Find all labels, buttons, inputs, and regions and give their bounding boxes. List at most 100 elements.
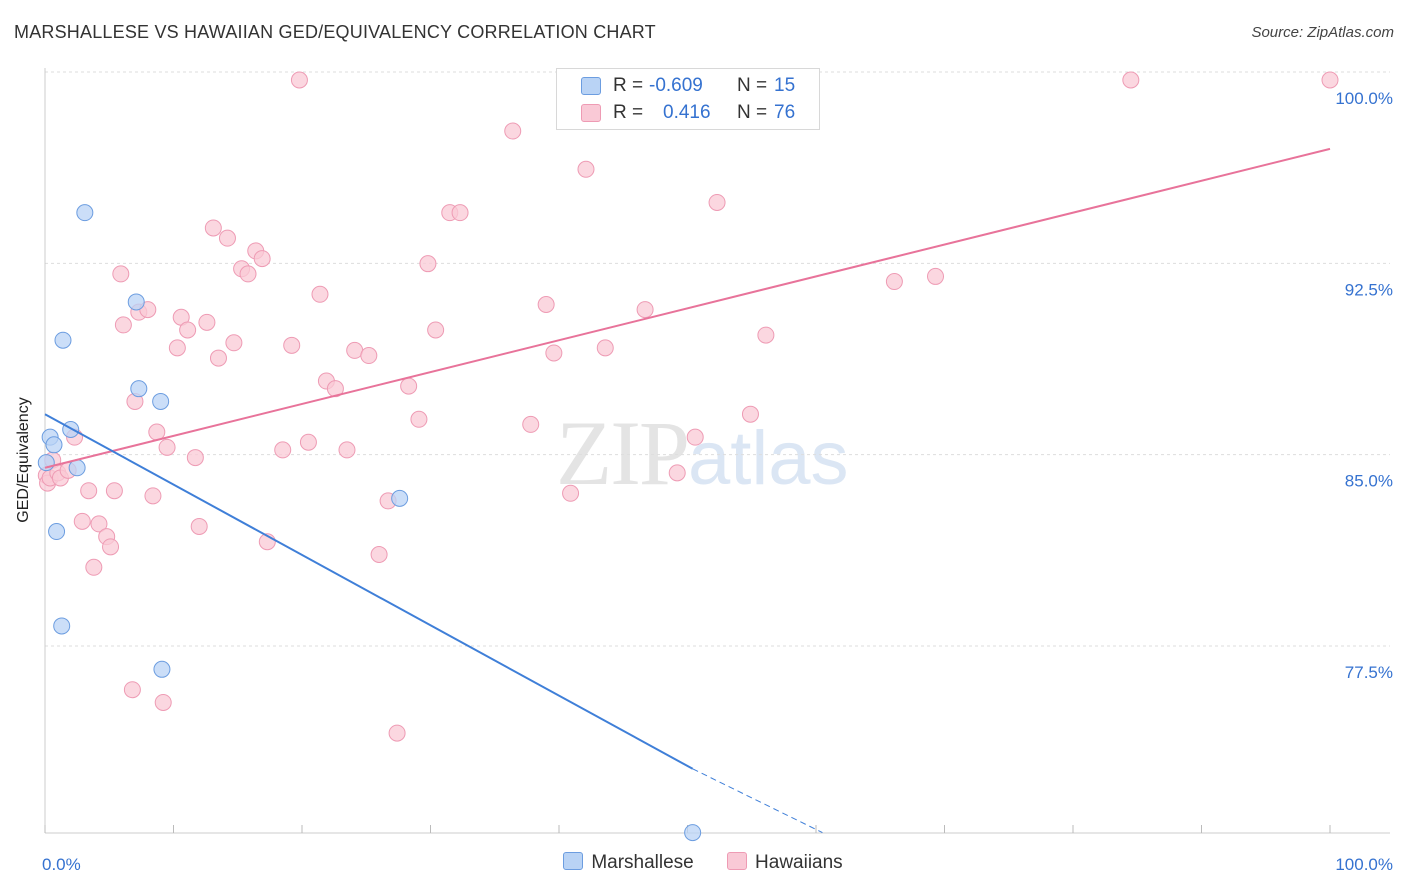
- legend-label-marshallese: Marshallese: [591, 852, 694, 873]
- x-tick-label-0: 0.0%: [42, 855, 81, 874]
- hawaiians-point-62: [545, 344, 563, 362]
- r-label: R =: [613, 102, 644, 123]
- hawaiians-trend-line: [44, 147, 1331, 469]
- marshallese-legend-swatch-icon: [563, 852, 584, 870]
- hawaiians-point-75: [1321, 71, 1339, 89]
- hawaiians-point-40: [274, 441, 292, 459]
- hawaiians-point-41: [283, 336, 301, 354]
- hawaiians-point-58: [451, 204, 469, 222]
- r-label: R =: [613, 75, 644, 96]
- hawaiians-point-25: [168, 339, 186, 357]
- stats-box: R = -0.609 N = 15 R = 0.416 N = 76: [556, 68, 820, 130]
- hawaiians-point-23: [154, 693, 172, 711]
- hawaiians-point-38: [253, 250, 271, 268]
- marshallese-point-13: [391, 489, 409, 507]
- hawaiians-point-31: [204, 219, 222, 237]
- legend-label-hawaiians: Hawaiians: [755, 852, 843, 873]
- marshallese-trend-line: [44, 413, 694, 770]
- hawaiians-point-64: [577, 160, 595, 178]
- hawaiians-point-32: [209, 349, 227, 367]
- hawaiians-point-43: [299, 433, 317, 451]
- marshallese-point-4: [54, 331, 72, 349]
- y-tick-label-3: 77.5%: [1345, 663, 1393, 682]
- hawaiians-point-17: [123, 681, 141, 699]
- r-value: 0.416: [663, 102, 711, 123]
- legend-item-marshallese[interactable]: Marshallese: [563, 852, 694, 874]
- hawaiians-point-49: [360, 347, 378, 365]
- y-tick-label-0: 100.0%: [1335, 89, 1393, 108]
- hawaiians-point-67: [668, 464, 686, 482]
- r-value: -0.609: [649, 75, 703, 96]
- hawaiians-point-60: [522, 415, 540, 433]
- hawaiians-point-9: [80, 482, 98, 500]
- hawaiians-point-50: [370, 546, 388, 564]
- hawaiians-point-55: [419, 255, 437, 273]
- hawaiians-point-24: [158, 438, 176, 456]
- n-value: 76: [774, 102, 796, 123]
- stats-row-hawaiians: R = 0.416 N = 76: [557, 100, 819, 127]
- hawaiians-point-13: [102, 538, 120, 556]
- hawaiians-point-33: [218, 229, 236, 247]
- marshallese-point-2: [45, 436, 63, 454]
- marshallese-swatch-icon: [581, 77, 601, 95]
- marshallese-point-9: [130, 380, 148, 398]
- hawaiians-point-69: [708, 193, 726, 211]
- hawaiians-point-36: [239, 265, 257, 283]
- x-tick-label-1: 100.0%: [1335, 855, 1393, 874]
- hawaiians-point-11: [90, 515, 108, 533]
- hawaiians-point-70: [741, 405, 759, 423]
- n-label: N =: [737, 102, 768, 123]
- source-label: Source: ZipAtlas.com: [1251, 24, 1394, 41]
- hawaiians-point-59: [504, 122, 522, 140]
- marshallese-point-11: [53, 617, 71, 635]
- marshallese-trend-extension: [692, 768, 823, 834]
- hawaiians-swatch-icon: [581, 104, 601, 122]
- legend-item-hawaiians[interactable]: Hawaiians: [727, 852, 843, 874]
- hawaiians-point-21: [144, 487, 162, 505]
- chart-title: MARSHALLESE VS HAWAIIAN GED/EQUIVALENCY …: [14, 22, 656, 42]
- n-label: N =: [737, 75, 768, 96]
- hawaiians-legend-swatch-icon: [727, 852, 748, 870]
- hawaiians-point-68: [686, 428, 704, 446]
- hawaiians-point-65: [596, 339, 614, 357]
- marshallese-point-14: [684, 824, 702, 842]
- marshallese-point-8: [127, 293, 145, 311]
- y-tick-label-1: 92.5%: [1345, 280, 1393, 299]
- y-axis-label: GED/Equivalency: [15, 397, 32, 523]
- hawaiians-point-74: [1122, 71, 1140, 89]
- hawaiians-point-53: [400, 377, 418, 395]
- hawaiians-point-29: [190, 517, 208, 535]
- marshallese-point-12: [153, 660, 171, 678]
- hawaiians-point-63: [562, 484, 580, 502]
- hawaiians-point-30: [198, 313, 216, 331]
- hawaiians-point-16: [114, 316, 132, 334]
- hawaiians-point-71: [757, 326, 775, 344]
- hawaiians-point-56: [427, 321, 445, 339]
- hawaiians-point-34: [225, 334, 243, 352]
- hawaiians-point-15: [112, 265, 130, 283]
- hawaiians-point-47: [338, 441, 356, 459]
- hawaiians-point-14: [105, 482, 123, 500]
- marshallese-point-7: [76, 204, 94, 222]
- hawaiians-point-10: [85, 558, 103, 576]
- marshallese-point-5: [62, 421, 80, 439]
- hawaiians-point-73: [927, 267, 945, 285]
- n-value: 15: [774, 75, 796, 96]
- chart-legend: Marshallese Hawaiians: [0, 852, 1406, 876]
- hawaiians-point-44: [311, 285, 329, 303]
- y-tick-label-2: 85.0%: [1345, 472, 1393, 491]
- hawaiians-point-42: [290, 71, 308, 89]
- hawaiians-point-8: [73, 512, 91, 530]
- hawaiians-point-28: [186, 449, 204, 467]
- marshallese-point-3: [48, 523, 66, 541]
- hawaiians-point-66: [636, 301, 654, 319]
- stats-row-marshallese: R = -0.609 N = 15: [557, 73, 819, 100]
- hawaiians-point-52: [388, 724, 406, 742]
- hawaiians-point-27: [179, 321, 197, 339]
- marshallese-point-10: [152, 392, 170, 410]
- hawaiians-point-61: [537, 295, 555, 313]
- hawaiians-point-72: [885, 273, 903, 291]
- hawaiians-point-48: [346, 341, 364, 359]
- hawaiians-point-54: [410, 410, 428, 428]
